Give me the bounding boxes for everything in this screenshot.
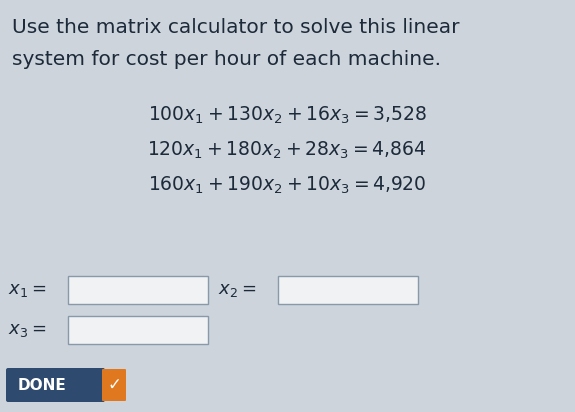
Text: ✓: ✓ — [107, 376, 121, 394]
FancyBboxPatch shape — [68, 316, 208, 344]
FancyBboxPatch shape — [68, 276, 208, 304]
Text: DONE: DONE — [18, 377, 66, 393]
FancyBboxPatch shape — [6, 368, 105, 402]
Text: $x_2 =$: $x_2 =$ — [218, 281, 256, 299]
Text: Use the matrix calculator to solve this linear: Use the matrix calculator to solve this … — [12, 18, 459, 37]
FancyBboxPatch shape — [278, 276, 418, 304]
Text: system for cost per hour of each machine.: system for cost per hour of each machine… — [12, 50, 441, 69]
FancyBboxPatch shape — [102, 369, 126, 401]
Text: $\mathregular{100}x_1 + \mathregular{130}x_2 + \mathregular{16}x_3 = \mathregula: $\mathregular{100}x_1 + \mathregular{130… — [148, 105, 427, 126]
Text: $\mathregular{120}x_1 + \mathregular{180}x_2 + \mathregular{28}x_3 = \mathregula: $\mathregular{120}x_1 + \mathregular{180… — [147, 140, 427, 162]
Text: $x_1 =$: $x_1 =$ — [8, 281, 46, 299]
Text: $x_3 =$: $x_3 =$ — [8, 321, 46, 339]
Text: $\mathregular{160}x_1 + \mathregular{190}x_2 + \mathregular{10}x_3 = \mathregula: $\mathregular{160}x_1 + \mathregular{190… — [148, 175, 426, 196]
